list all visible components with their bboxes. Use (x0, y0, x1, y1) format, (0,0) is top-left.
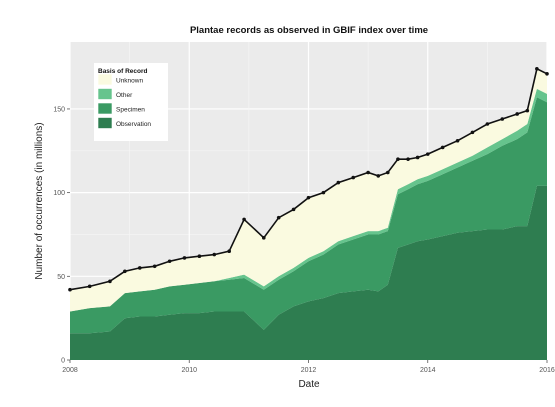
total-point (535, 66, 539, 71)
total-point (485, 122, 490, 126)
x-tick-label: 2010 (181, 367, 197, 374)
total-point (242, 217, 246, 222)
total-point (227, 249, 231, 254)
total-point (291, 207, 296, 212)
total-point (197, 254, 202, 259)
total-point (351, 175, 356, 180)
y-tick-label: 0 (61, 358, 65, 365)
total-point (440, 145, 445, 150)
x-axis-label: Date (298, 379, 320, 390)
legend-title: Basis of Record (98, 68, 148, 75)
legend: Basis of Record Unknown Other Specimen Obse… (94, 63, 168, 141)
total-point (306, 195, 311, 200)
total-point (87, 284, 92, 289)
legend-label-unknown: Unknown (116, 78, 143, 85)
area-observation (70, 185, 547, 360)
legend-label-other: Other (116, 92, 133, 99)
x-tick-label: 2014 (420, 367, 436, 374)
legend-items: Unknown Other Specimen Observation (97, 73, 151, 129)
total-point (212, 252, 217, 257)
legend-swatch-specimen (97, 102, 113, 115)
total-line (68, 66, 549, 292)
total-point (167, 259, 172, 264)
total-point (68, 287, 72, 292)
total-point (108, 279, 112, 284)
total-point (396, 157, 400, 161)
y-tick-label: 100 (53, 190, 65, 197)
x-tick-label: 2012 (301, 367, 317, 374)
legend-label-specimen: Specimen (116, 107, 145, 114)
y-tick-label: 50 (57, 274, 65, 281)
total-point (261, 236, 266, 240)
stacked-areas (70, 68, 547, 360)
total-point (182, 256, 187, 260)
total-point (500, 117, 505, 121)
legend-swatch-unknown (97, 73, 113, 86)
total-point (336, 180, 341, 185)
total-point (525, 108, 530, 113)
x-tick-label: 2016 (539, 367, 555, 374)
legend-label-observation: Observation (116, 121, 151, 128)
total-point (376, 174, 381, 178)
y-axis-label: Number of occurrences (in millions) (34, 122, 45, 279)
legend-swatch-other (97, 88, 113, 100)
area-specimen (70, 97, 547, 334)
total-point (470, 130, 475, 135)
total-point (415, 155, 420, 160)
total-point (455, 138, 460, 143)
total-point (545, 72, 549, 76)
total-point (137, 266, 142, 270)
total-point (366, 170, 370, 175)
chart-title: Plantae records as observed in GBIF inde… (190, 25, 428, 36)
y-axis-ticks: 0 50 100 150 (53, 106, 70, 365)
total-point (152, 264, 157, 269)
legend-swatch-observation (97, 117, 113, 129)
total-point (321, 190, 326, 195)
x-tick-label: 2008 (62, 367, 78, 374)
area-unknown (70, 68, 547, 312)
x-axis-ticks: 2008 2010 2012 2014 2016 (62, 360, 555, 374)
y-tick-label: 150 (53, 106, 65, 113)
total-point (276, 215, 281, 220)
total-point (386, 170, 390, 175)
total-point (515, 112, 519, 116)
total-point (123, 269, 127, 274)
total-point (425, 152, 430, 156)
total-point (406, 157, 410, 161)
